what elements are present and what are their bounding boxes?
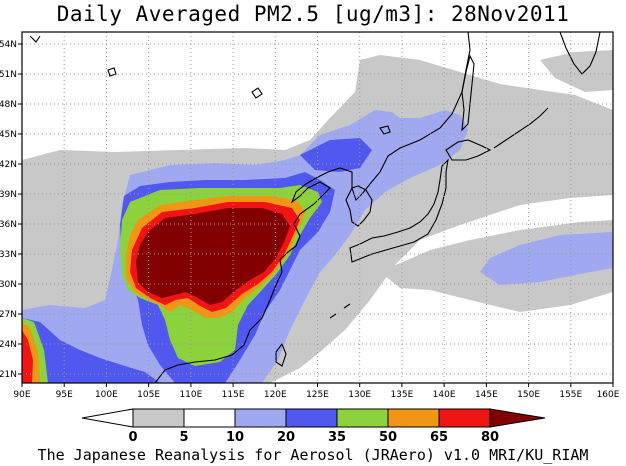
axis-ticks xyxy=(18,43,614,387)
lon-label: 110E xyxy=(179,390,202,400)
lon-label: 120E xyxy=(264,390,287,400)
lat-label: 54N xyxy=(0,40,17,50)
lon-label: 140E xyxy=(433,390,456,400)
lat-label: 51N xyxy=(0,70,17,80)
colorbar-swatch-35-50 xyxy=(285,408,338,428)
lat-label: 48N xyxy=(0,100,17,110)
lon-label: 160E xyxy=(597,390,620,400)
lon-labels: 90E 95E 100E 105E 110E 115E 120E 125E 13… xyxy=(13,390,619,400)
lon-label: 130E xyxy=(348,390,371,400)
map-title: Daily Averaged PM2.5 [ug/m3]: 28Nov2011 xyxy=(56,2,570,26)
colorbar-label: 35 xyxy=(328,430,346,445)
lat-label: 27N xyxy=(0,310,17,320)
colorbar-label: 50 xyxy=(379,430,397,445)
lat-label: 24N xyxy=(0,340,17,350)
colorbar-swatch-20-35 xyxy=(234,408,287,428)
lat-label: 45N xyxy=(0,130,17,140)
colorbar-label: 20 xyxy=(277,430,295,445)
lat-label: 30N xyxy=(0,280,17,290)
lat-label: 42N xyxy=(0,160,17,170)
pm25-band-80-plus xyxy=(136,208,290,305)
colorbar-swatch-5-10 xyxy=(132,408,185,428)
lat-labels: 21N 24N 27N 30N 33N 36N 39N 42N 45N 48N … xyxy=(0,40,17,380)
colorbar-label: 10 xyxy=(226,430,244,445)
lon-label: 90E xyxy=(13,390,30,400)
colorbar-label: 65 xyxy=(430,430,448,445)
colorbar-labels: 0 5 10 20 35 50 65 80 xyxy=(128,430,499,445)
lon-label: 115E xyxy=(222,390,245,400)
colorbar xyxy=(81,408,546,428)
lon-label: 135E xyxy=(390,390,413,400)
lat-label: 36N xyxy=(0,220,17,230)
lon-label: 125E xyxy=(306,390,329,400)
lat-label: 33N xyxy=(0,250,17,260)
colorbar-swatch-50-65 xyxy=(336,408,389,428)
colorbar-swatch-65-80 xyxy=(387,408,440,428)
lon-label: 95E xyxy=(56,390,73,400)
lat-label: 39N xyxy=(0,190,17,200)
lon-label: 145E xyxy=(475,390,498,400)
graticule xyxy=(22,32,613,383)
footer-credit: The Japanese Reanalysis for Aerosol (JRA… xyxy=(37,446,589,464)
colorbar-label: 80 xyxy=(481,430,499,445)
colorbar-swatch-top xyxy=(489,408,546,428)
colorbar-label: 0 xyxy=(128,430,137,445)
lon-label: 150E xyxy=(517,390,540,400)
colorbar-swatch-10-20 xyxy=(183,408,236,428)
colorbar-swatch-0-5 xyxy=(81,408,134,428)
lon-label: 155E xyxy=(559,390,582,400)
lat-label: 21N xyxy=(0,370,17,380)
coastlines xyxy=(29,32,601,383)
colorbar-swatch-80-plus xyxy=(438,408,491,428)
lon-label: 100E xyxy=(95,390,118,400)
lon-label: 105E xyxy=(137,390,160,400)
colorbar-label: 5 xyxy=(179,430,188,445)
